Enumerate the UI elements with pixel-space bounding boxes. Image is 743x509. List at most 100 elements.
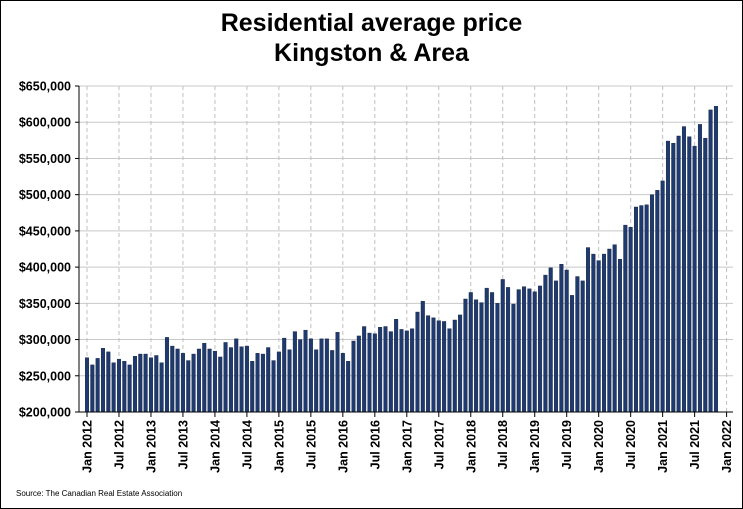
bar <box>697 124 702 413</box>
bar <box>186 360 191 413</box>
bar <box>511 303 516 413</box>
bar <box>500 279 505 413</box>
bar <box>90 364 95 413</box>
bar <box>303 329 308 413</box>
bar <box>586 247 591 413</box>
bar <box>266 347 271 413</box>
x-tick-label: Jan 2017 <box>400 420 414 473</box>
bar <box>202 342 207 413</box>
bar <box>692 145 697 413</box>
x-tick-label: Jul 2014 <box>240 420 254 469</box>
y-tick-label: $650,000 <box>19 80 71 94</box>
bar <box>404 330 409 413</box>
bar <box>495 303 500 413</box>
bar <box>687 136 692 413</box>
bar <box>250 361 255 413</box>
chart-title: Residential average price Kingston & Are… <box>0 8 743 68</box>
bar <box>159 362 164 413</box>
bar <box>447 328 452 413</box>
x-tick-label: Jan 2018 <box>464 420 478 473</box>
axes <box>78 86 733 413</box>
bar <box>196 348 201 413</box>
y-tick-label: $450,000 <box>19 224 71 238</box>
bar <box>383 326 388 413</box>
bar <box>431 317 436 413</box>
bar <box>516 289 521 413</box>
x-tick-label: Jul 2021 <box>688 420 702 469</box>
bar <box>244 345 249 413</box>
bar <box>287 349 292 413</box>
bar <box>372 333 377 413</box>
bar <box>479 302 484 413</box>
bar <box>671 143 676 413</box>
chart-title-line-1: Residential average price <box>220 9 523 37</box>
bar <box>324 338 329 413</box>
bar <box>575 276 580 413</box>
bar <box>676 135 681 413</box>
bar <box>596 260 601 413</box>
bar <box>522 286 527 413</box>
x-tick-label: Jul 2013 <box>176 420 190 469</box>
bar <box>335 332 340 413</box>
x-tick-label: Jul 2019 <box>560 420 574 469</box>
bar <box>468 292 473 413</box>
y-tick-label: $300,000 <box>19 333 71 347</box>
bar <box>340 353 345 413</box>
bar <box>148 357 153 413</box>
bar <box>95 358 100 413</box>
bar <box>356 335 361 413</box>
bar <box>308 338 313 413</box>
bar <box>388 331 393 413</box>
bar <box>426 315 431 413</box>
bar <box>223 342 228 413</box>
bar <box>649 194 654 413</box>
bar <box>346 361 351 413</box>
bar <box>276 351 281 413</box>
y-tick-label: $500,000 <box>19 188 71 202</box>
bar <box>191 353 196 413</box>
bar <box>660 180 665 413</box>
y-tick-label: $600,000 <box>19 116 71 130</box>
x-tick-label: Jan 2020 <box>592 420 606 473</box>
bar <box>554 280 559 413</box>
bar <box>458 314 463 413</box>
bar <box>415 311 420 413</box>
bar <box>506 287 511 413</box>
x-tick-label: Jul 2016 <box>368 420 382 469</box>
bar <box>282 337 287 413</box>
bar <box>532 291 537 413</box>
x-tick-label: Jul 2012 <box>112 420 126 469</box>
bar <box>665 140 670 413</box>
bar <box>143 353 148 413</box>
bar <box>367 332 372 413</box>
bar <box>399 329 404 413</box>
bar <box>559 264 564 413</box>
bar <box>170 345 175 413</box>
bar <box>255 353 260 413</box>
bar <box>644 204 649 413</box>
y-tick-label: $200,000 <box>19 406 71 420</box>
bar <box>543 274 548 413</box>
bar <box>623 224 628 413</box>
x-tick-label: Jan 2014 <box>208 420 222 473</box>
bar <box>463 298 468 413</box>
bar <box>271 360 276 413</box>
x-tick-label: Jul 2018 <box>496 420 510 469</box>
bar <box>607 248 612 413</box>
bar <box>378 327 383 413</box>
bar <box>260 353 265 413</box>
x-tick-label: Jan 2015 <box>272 420 286 473</box>
bar <box>703 137 708 413</box>
y-tick-label: $250,000 <box>19 369 71 383</box>
y-tick-label: $400,000 <box>19 261 71 275</box>
bar <box>218 356 223 413</box>
bar <box>239 346 244 413</box>
x-tick-label: Jul 2020 <box>624 420 638 469</box>
bar <box>410 328 415 413</box>
bar <box>180 353 185 413</box>
bar <box>633 206 638 413</box>
bar <box>442 321 447 413</box>
x-tick-label: Jan 2012 <box>81 420 95 473</box>
bar <box>639 205 644 413</box>
